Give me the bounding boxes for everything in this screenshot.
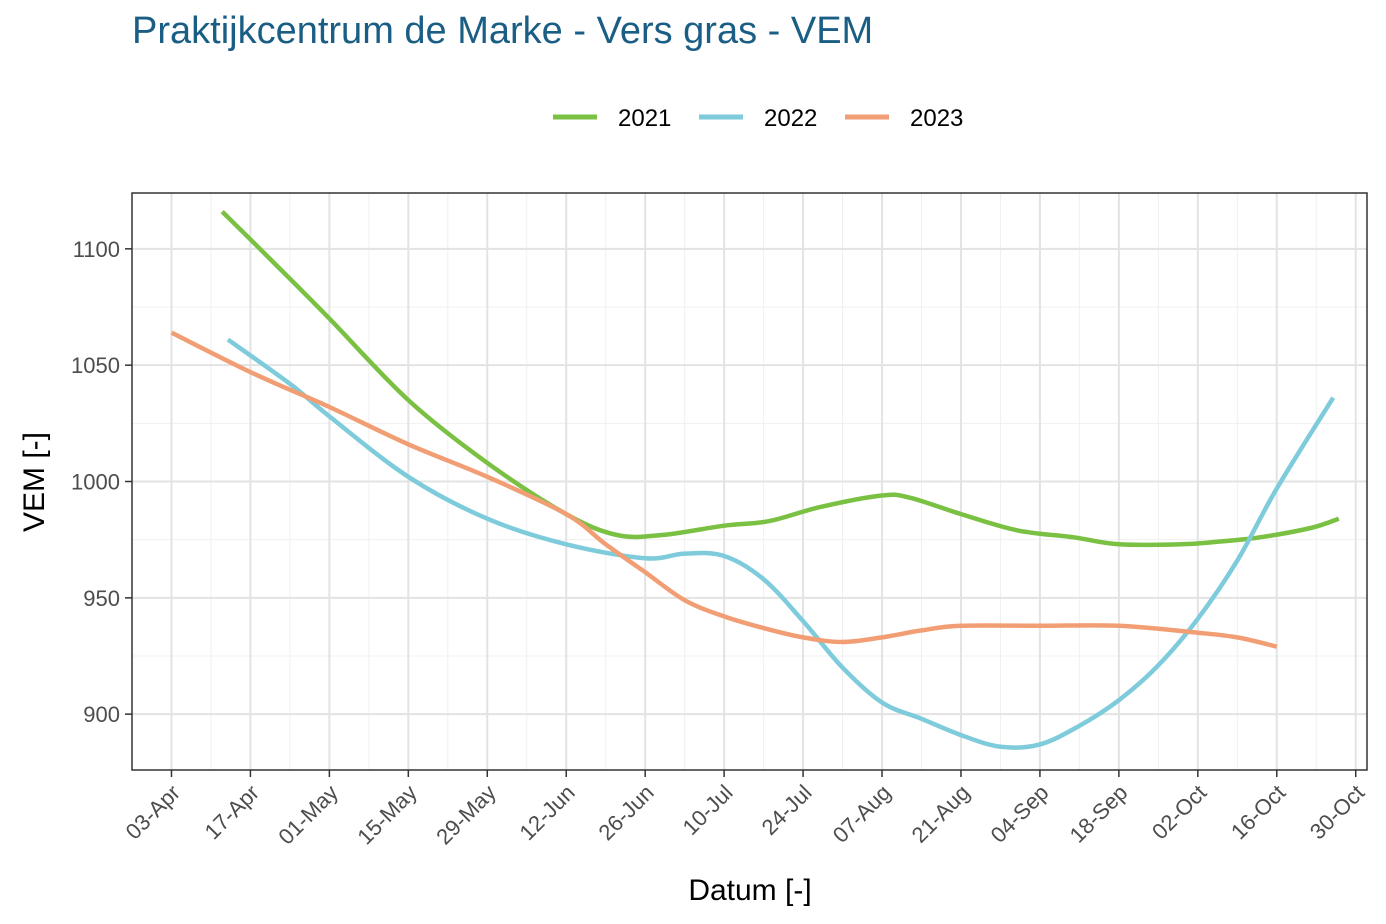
x-tick-label: 30-Oct [1305,780,1369,844]
y-tick-label: 1100 [73,237,120,262]
x-tick-label: 16-Oct [1226,780,1290,844]
x-tick-label: 04-Sep [986,780,1054,848]
x-tick-label: 03-Apr [121,780,185,844]
legend-label-2021: 2021 [618,105,671,132]
y-tick-label: 950 [83,586,120,611]
y-tick-label: 1050 [71,353,120,378]
legend: 2021 2022 2023 [553,105,963,132]
x-axis-title: Datum [-] [688,874,811,907]
x-tick-label: 21-Aug [907,780,975,848]
x-tick-label: 10-Jul [678,780,738,840]
x-tick-label: 18-Sep [1065,780,1133,848]
chart-title: Praktijkcentrum de Marke - Vers gras - V… [132,10,874,52]
x-tick-label: 24-Jul [757,780,817,840]
y-tick-label: 900 [83,702,120,727]
x-tick-label: 01-May [273,780,343,850]
x-tick-label: 15-May [352,780,422,850]
legend-label-2022: 2022 [764,105,817,132]
x-tick-label: 02-Oct [1147,780,1211,844]
series-line-2022 [226,337,1336,750]
series-lines [170,210,1340,750]
x-tick-label: 29-May [431,780,501,850]
y-axis-title: VEM [-] [18,432,51,532]
y-tick-label: 1000 [71,470,120,495]
legend-label-2023: 2023 [910,105,963,132]
x-tick-label: 26-Jun [593,780,658,845]
x-tick-label: 17-Apr [200,780,264,844]
series-line-2021 [220,210,1340,548]
x-tick-label: 12-Jun [515,780,580,845]
x-tick-label: 07-Aug [828,780,896,848]
series-line-2023 [170,330,1278,649]
grid-lines [132,193,1367,770]
